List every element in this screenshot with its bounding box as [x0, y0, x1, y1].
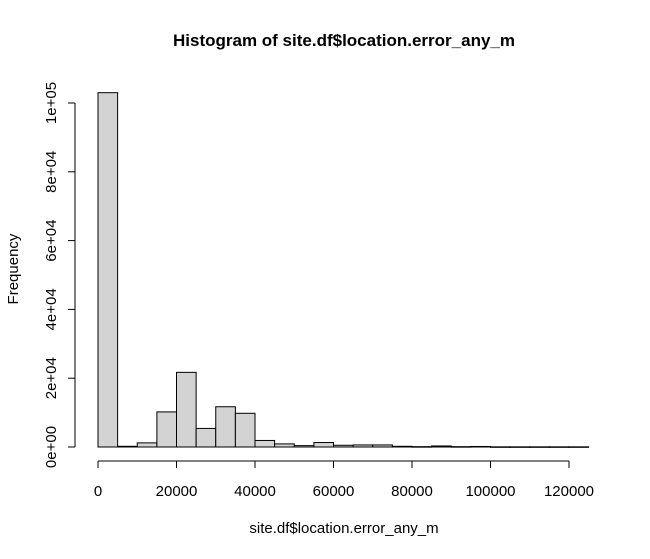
x-tick-label: 40000 [234, 483, 276, 500]
histogram-bar [450, 446, 472, 448]
histogram-bar [117, 445, 138, 448]
histogram-bar [234, 412, 256, 448]
histogram-bar [352, 444, 374, 448]
y-axis-label: Frequency [5, 233, 22, 304]
y-tick-label: 0e+00 [43, 426, 60, 468]
histogram-bar [333, 444, 354, 448]
y-axis: 0e+00 2e+04 4e+04 6e+04 8e+04 1e+05 [43, 82, 76, 468]
histogram-bar [372, 444, 393, 448]
y-tick-label: 4e+04 [43, 288, 60, 330]
x-axis-label: site.df$location.error_any_m [249, 520, 438, 537]
bars-group [97, 92, 590, 448]
x-tick-label: 100000 [465, 483, 515, 500]
x-tick-label: 20000 [156, 483, 198, 500]
histogram-bar [509, 446, 531, 448]
y-tick-label: 6e+04 [43, 220, 60, 262]
histogram-bar [156, 411, 178, 448]
histogram-bar [136, 442, 158, 448]
x-tick-label: 80000 [391, 483, 433, 500]
histogram-bar [97, 92, 119, 448]
x-tick-label: 120000 [544, 483, 594, 500]
histogram-bar [548, 446, 570, 448]
histogram-bar [195, 427, 217, 448]
histogram-bar [254, 439, 276, 448]
histogram-bar [431, 445, 452, 448]
histogram-bar [490, 446, 511, 448]
histogram-bar [470, 445, 491, 448]
chart-title: Histogram of site.df$location.error_any_… [173, 31, 515, 50]
histogram-bar [215, 406, 236, 448]
histogram-bar [391, 445, 413, 448]
x-tick-label: 60000 [313, 483, 355, 500]
y-tick-label: 2e+04 [43, 357, 60, 399]
histogram-bar [411, 446, 433, 448]
x-axis: 0 20000 40000 60000 80000 100000 120000 [94, 460, 594, 500]
histogram-bar [568, 446, 590, 448]
x-tick-label: 0 [94, 483, 102, 500]
histogram-bar [274, 443, 295, 448]
histogram-bar [176, 371, 197, 448]
histogram-bar [313, 442, 335, 448]
y-tick-label: 8e+04 [43, 151, 60, 193]
y-tick-label: 1e+05 [43, 82, 60, 124]
histogram-bar [529, 446, 550, 448]
histogram-bar [293, 445, 315, 448]
